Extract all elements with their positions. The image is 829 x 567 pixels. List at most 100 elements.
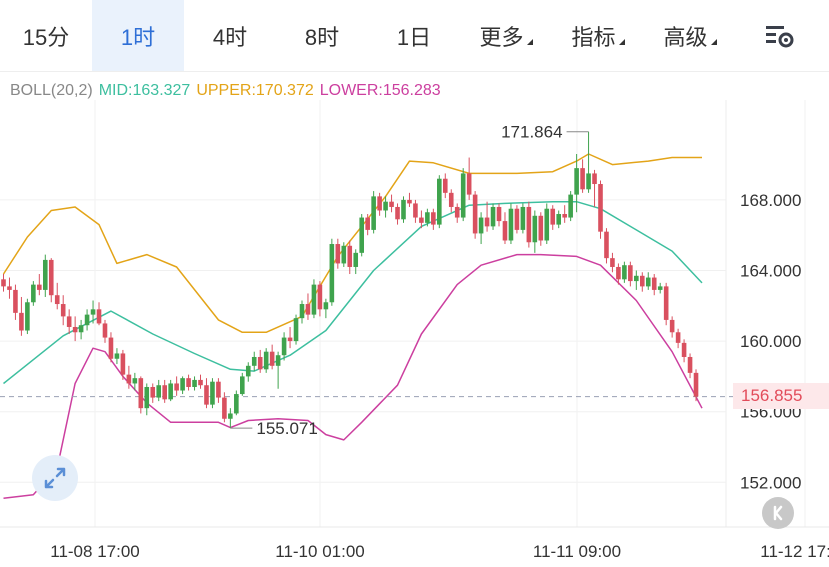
candle-body — [586, 173, 591, 190]
candle-body — [150, 386, 156, 398]
scroll-to-latest-button[interactable] — [762, 497, 794, 529]
candle-body — [371, 196, 376, 230]
tab-more-dropdown[interactable]: 更多 — [460, 0, 552, 71]
candle-body — [574, 168, 579, 195]
tab-label: 8时 — [304, 24, 340, 50]
candle-body — [7, 286, 12, 290]
candle-body — [281, 337, 287, 356]
bollinger-bands — [0, 153, 733, 499]
candle-body — [37, 284, 42, 290]
candle-body — [60, 304, 66, 317]
y-tick-label: 168.000 — [740, 191, 801, 210]
candle-body — [580, 168, 585, 190]
candle-body — [466, 173, 472, 195]
candle-body — [353, 252, 359, 267]
candle-body — [508, 208, 514, 241]
candle-body — [96, 309, 102, 324]
candle-body — [240, 376, 245, 395]
candle-body — [251, 356, 257, 366]
candle-body — [48, 259, 54, 296]
candle-body — [663, 286, 669, 320]
candle-body — [437, 178, 442, 225]
tab-label: 1日 — [396, 24, 432, 50]
candle-body — [192, 379, 197, 387]
candle-body — [335, 244, 341, 264]
candle-body — [401, 199, 406, 220]
candle-body — [622, 265, 627, 280]
fullscreen-button[interactable] — [32, 455, 78, 501]
y-tick-label: 160.000 — [740, 332, 801, 351]
candle-body — [25, 302, 30, 331]
annotations: 171.864 155.071 — [230, 123, 589, 438]
candle-body — [407, 199, 412, 204]
tab-1day[interactable]: 1日 — [368, 0, 460, 71]
boll-upper-line — [2, 153, 702, 334]
low-annotation-label: 155.071 — [256, 419, 317, 438]
candle-body — [90, 309, 96, 315]
tab-8hour[interactable]: 8时 — [276, 0, 368, 71]
x-tick-label: 11-10 01:00 — [275, 542, 364, 561]
candle-body — [687, 356, 693, 373]
x-tick-label: 11-08 17:00 — [50, 542, 139, 561]
candle-body — [156, 385, 162, 398]
tab-label: 指标 — [571, 24, 616, 50]
candle-body — [84, 314, 90, 326]
candle-body — [102, 323, 108, 338]
candle-body — [693, 372, 699, 397]
x-tick-label: 11-12 17:00 — [760, 542, 829, 561]
candle-body — [454, 206, 460, 218]
timeframe-toolbar: 15分 1时 4时 8时 1日 更多 指标 高级 — [0, 0, 829, 72]
candle-body — [472, 194, 478, 234]
candle-body — [395, 206, 400, 220]
candle-body — [431, 212, 436, 225]
candle-body — [66, 316, 72, 327]
candle-body — [329, 244, 335, 303]
tab-label: 15分 — [22, 24, 70, 50]
candle-body — [651, 277, 657, 290]
boll-upper-value: UPPER:170.372 — [196, 82, 314, 99]
tab-4hour[interactable]: 4时 — [184, 0, 276, 71]
candle-body — [365, 217, 370, 230]
candle-body — [311, 284, 317, 315]
candle-body — [645, 277, 651, 287]
tab-advanced-dropdown[interactable]: 高级 — [644, 0, 736, 71]
tab-label: 4时 — [212, 24, 248, 50]
candle-body — [222, 397, 227, 419]
candle-body — [520, 206, 526, 230]
candle-body — [460, 173, 466, 218]
chart-grid — [0, 100, 829, 528]
candle-body — [204, 385, 209, 405]
time-axis: 11-08 17:00 11-10 01:00 11-11 09:00 11-12 1… — [50, 542, 829, 561]
candle-body — [413, 203, 418, 218]
candle-body — [610, 258, 615, 267]
candle-body — [514, 208, 520, 230]
candle-body — [341, 245, 347, 264]
candle-body — [616, 266, 621, 280]
candle-body — [78, 325, 84, 333]
y-tick-label: 152.000 — [740, 473, 801, 492]
candle-body — [120, 353, 126, 375]
candle-body — [228, 413, 233, 419]
candle-body — [108, 337, 114, 359]
candle-body — [174, 383, 179, 391]
tab-15min[interactable]: 15分 — [0, 0, 92, 71]
candle-body — [657, 286, 663, 290]
candle-body — [13, 289, 18, 313]
candle-body — [245, 365, 251, 377]
chart-settings-button[interactable] — [760, 18, 800, 54]
candle-body — [126, 374, 132, 384]
candle-body — [180, 378, 185, 391]
candle-body — [484, 217, 490, 227]
tab-1hour[interactable]: 1时 — [92, 0, 184, 71]
candle-body — [490, 206, 496, 227]
candle-body — [198, 379, 203, 386]
candle-body — [669, 319, 675, 333]
candle-body — [628, 265, 633, 282]
candle-body — [556, 214, 562, 225]
boll-lower-line — [3, 253, 703, 499]
candle-body — [1, 279, 6, 287]
candle-body — [532, 215, 538, 243]
tab-indicators-dropdown[interactable]: 指标 — [552, 0, 644, 71]
